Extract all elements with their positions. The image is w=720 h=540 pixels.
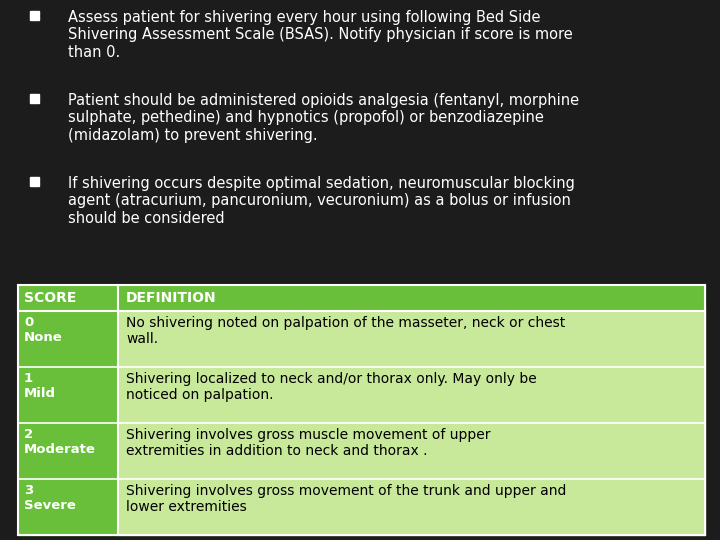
Bar bbox=[118, 423, 705, 479]
Text: Patient should be administered opioids analgesia (fentanyl, morphine
sulphate, p: Patient should be administered opioids a… bbox=[68, 93, 579, 143]
Text: SCORE: SCORE bbox=[24, 291, 76, 305]
Bar bbox=[18, 423, 118, 479]
Bar bbox=[18, 367, 118, 423]
Text: If shivering occurs despite optimal sedation, neuromuscular blocking
agent (atra: If shivering occurs despite optimal seda… bbox=[68, 176, 575, 226]
Bar bbox=[118, 285, 705, 311]
Bar bbox=[118, 479, 705, 535]
Text: 2
Moderate: 2 Moderate bbox=[24, 428, 96, 456]
Text: Shivering involves gross muscle movement of upper
extremities in addition to nec: Shivering involves gross muscle movement… bbox=[126, 428, 490, 458]
Text: Shivering localized to neck and/or thorax only. May only be
noticed on palpation: Shivering localized to neck and/or thora… bbox=[126, 372, 536, 402]
Bar bbox=[30, 177, 39, 186]
Bar bbox=[18, 479, 118, 535]
Bar bbox=[30, 11, 39, 20]
Bar bbox=[118, 367, 705, 423]
Bar bbox=[18, 285, 118, 311]
Bar bbox=[18, 311, 118, 367]
Text: No shivering noted on palpation of the masseter, neck or chest
wall.: No shivering noted on palpation of the m… bbox=[126, 316, 565, 346]
Text: DEFINITION: DEFINITION bbox=[126, 291, 217, 305]
Text: Assess patient for shivering every hour using following Bed Side
Shivering Asses: Assess patient for shivering every hour … bbox=[68, 10, 572, 60]
Text: Shivering involves gross movement of the trunk and upper and
lower extremities: Shivering involves gross movement of the… bbox=[126, 484, 567, 514]
Bar bbox=[30, 94, 39, 103]
Text: 3
Severe: 3 Severe bbox=[24, 484, 76, 512]
Text: 0
None: 0 None bbox=[24, 316, 63, 344]
Bar bbox=[118, 311, 705, 367]
Text: 1
Mild: 1 Mild bbox=[24, 372, 56, 400]
